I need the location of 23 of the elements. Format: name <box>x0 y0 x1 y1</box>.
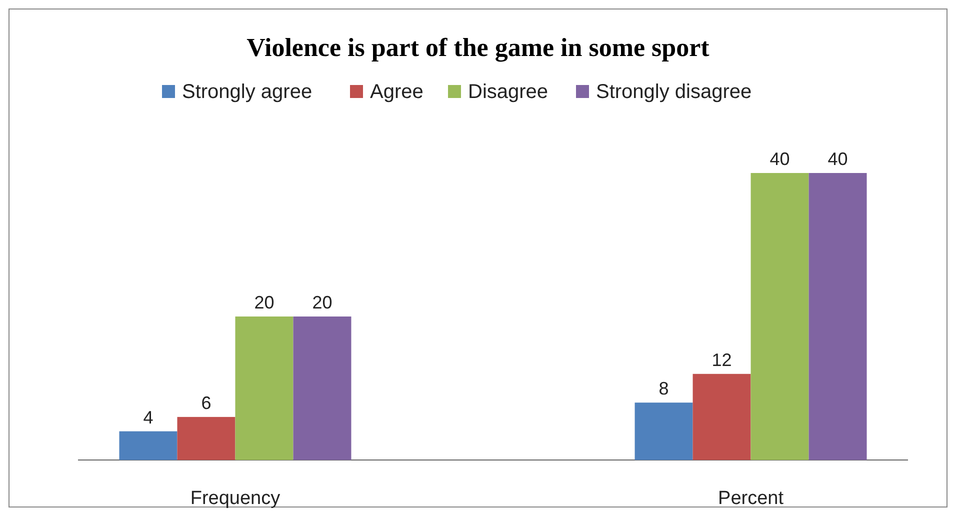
bar <box>808 173 867 460</box>
data-label: 6 <box>201 392 212 413</box>
bar <box>634 402 693 460</box>
x-tick-label: Percent <box>718 488 784 509</box>
data-label: 4 <box>143 407 154 428</box>
legend-label: Disagree <box>468 81 548 103</box>
bar <box>235 316 294 460</box>
bar <box>750 173 809 460</box>
x-tick-label: Frequency <box>190 488 281 509</box>
data-label: 40 <box>770 149 790 169</box>
legend-label: Strongly agree <box>182 81 312 103</box>
bar <box>177 416 236 460</box>
chart-title: Violence is part of the game in some sport <box>246 33 710 62</box>
bar <box>293 316 352 460</box>
data-label: 20 <box>254 292 274 312</box>
data-label: 20 <box>312 292 332 312</box>
data-label: 12 <box>712 350 732 370</box>
bar <box>692 374 751 460</box>
data-label: 40 <box>828 149 848 169</box>
legend-label: Strongly disagree <box>596 81 752 103</box>
legend-label: Agree <box>370 81 424 103</box>
bar <box>119 431 178 460</box>
data-label: 8 <box>658 378 669 399</box>
